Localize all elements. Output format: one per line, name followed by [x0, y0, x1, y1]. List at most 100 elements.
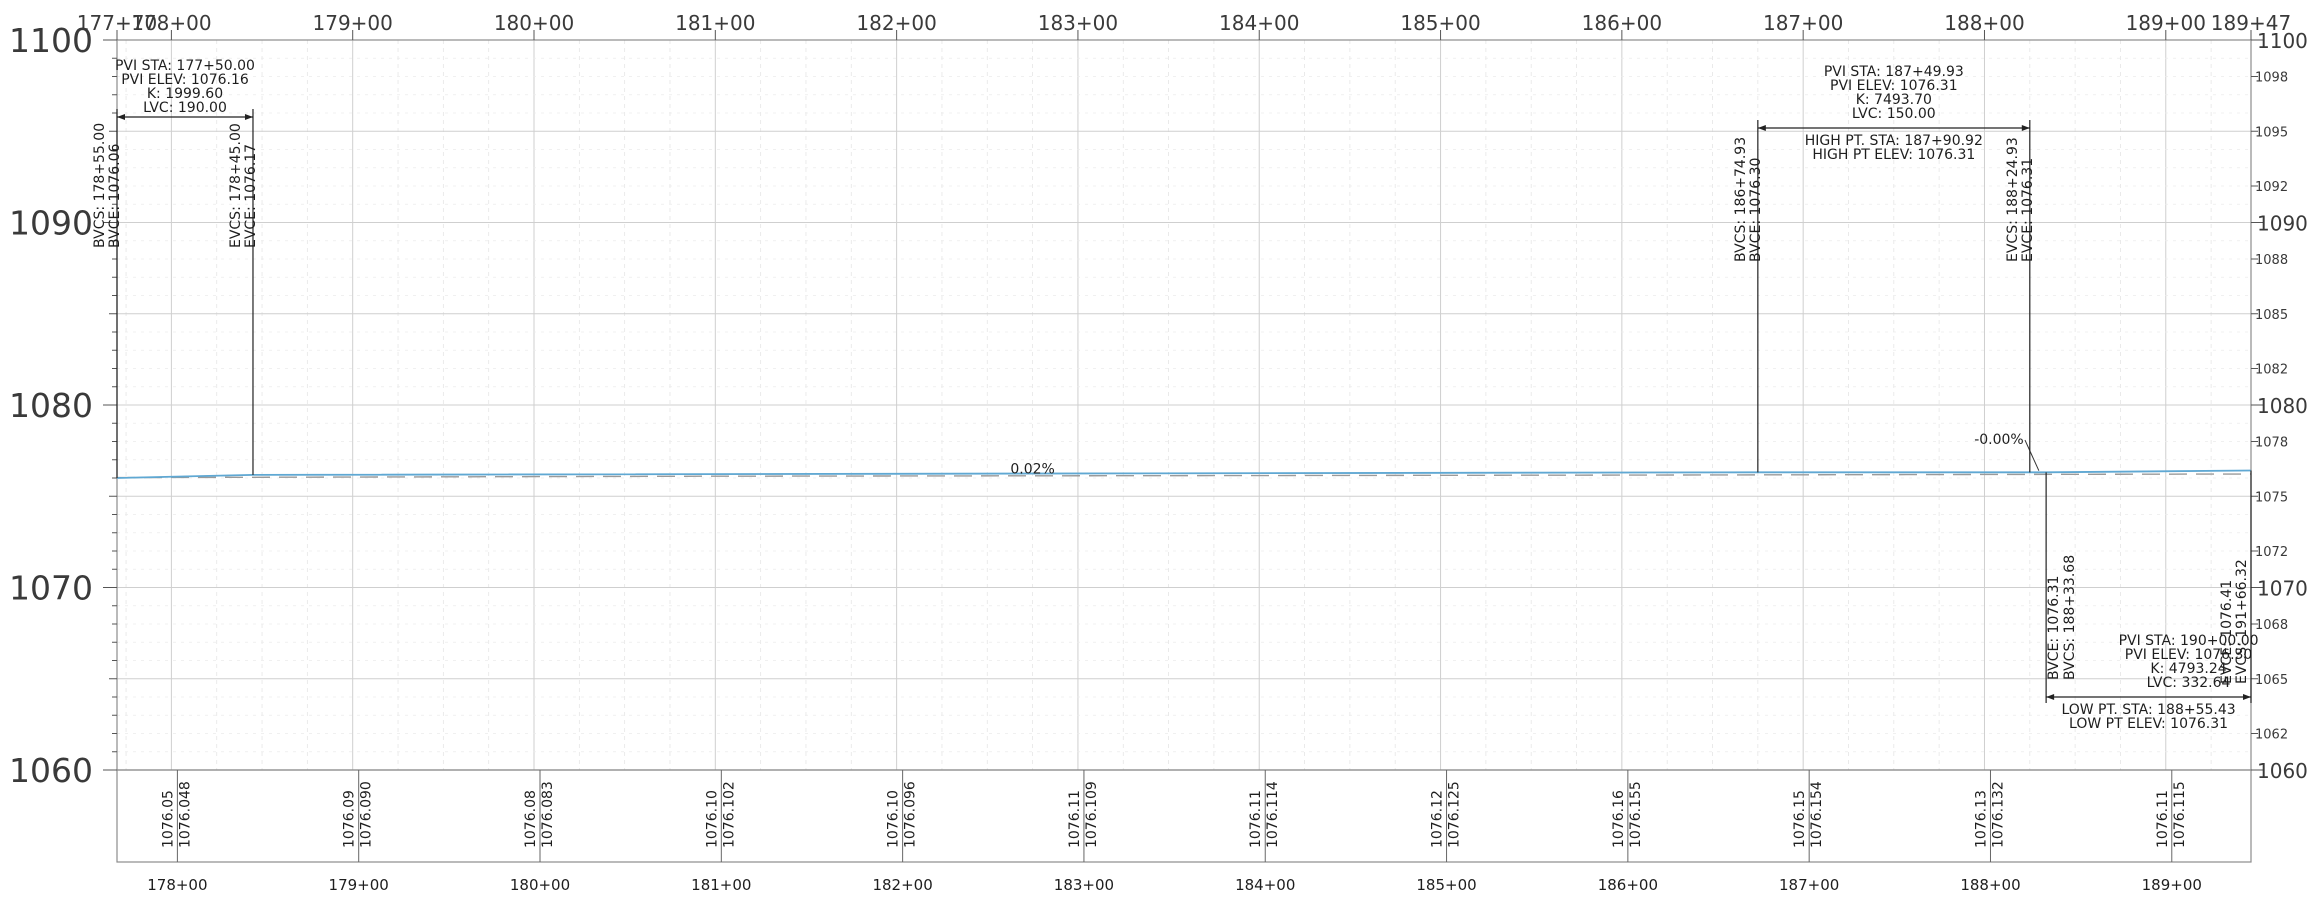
left-elevation-axis: 1100 1090 1080 1070 1060: [9, 21, 117, 790]
evc-station-label: EVCE: 1076.41: [2219, 580, 2235, 684]
right-elevation-label: 1065: [2255, 673, 2288, 688]
top-station-label: 189+47: [2211, 11, 2291, 35]
existing-ground-line: [116, 473, 2252, 479]
grade-labels: 0.02% -0.00%: [1010, 432, 2040, 477]
evc-station-label: EVCE: 1076.17: [243, 144, 259, 248]
curve-info-text: PVI ELEV: 1076.16: [121, 72, 249, 88]
existing-elevation-label: 1076.11: [1067, 790, 1083, 848]
existing-elevation-label: 1076.11: [2155, 790, 2171, 848]
existing-elevation-label: 1076.10: [704, 790, 720, 848]
proposed-elevation-label: 1076.132: [1990, 781, 2006, 848]
bvc-station-label: BVCE: 1076.06: [107, 143, 123, 248]
bottom-station-label: 188+00: [1960, 876, 2020, 894]
dimension-arrow: [2021, 125, 2030, 131]
bottom-station-label: 178+00: [147, 876, 207, 894]
grade-label: 0.02%: [1010, 461, 1054, 477]
left-elevation-label: 1090: [9, 204, 93, 243]
bottom-station-label: 179+00: [329, 876, 389, 894]
elevation-band-border: [116, 769, 2252, 863]
proposed-elevation-label: 1076.102: [721, 781, 737, 848]
bottom-station-label: 185+00: [1416, 876, 1476, 894]
bvc-station-label: BVCE: 1076.30: [1748, 158, 1764, 262]
existing-elevation-label: 1076.09: [342, 790, 358, 848]
grade-leader: [2024, 439, 2040, 471]
dimension-arrow: [117, 114, 125, 120]
existing-elevation-label: 1076.13: [1973, 790, 1989, 848]
proposed-elevation-label: 1076.090: [359, 781, 375, 848]
right-elevation-axis: 1100 1098 1095 1092 1090 1088 1085 1082 1080 1078…: [2251, 29, 2308, 783]
right-elevation-label: 1060: [2257, 759, 2308, 783]
top-station-label: 179+00: [313, 11, 393, 35]
proposed-elevation-label: 1076.154: [1809, 781, 1825, 848]
right-elevation-label: 1095: [2255, 125, 2288, 140]
top-station-label: 185+00: [1400, 11, 1480, 35]
curve-info-text: PVI STA: 187+49.93: [1824, 64, 1964, 80]
right-elevation-label: 1092: [2255, 180, 2288, 195]
top-station-label: 177+70: [77, 11, 157, 35]
dimension-arrow: [1757, 125, 1766, 131]
proposed-elevation-label: 1076.155: [1628, 781, 1644, 848]
right-elevation-label: 1098: [2255, 71, 2288, 86]
right-elevation-label: 1085: [2255, 308, 2288, 323]
curve-extreme-point-text: LOW PT. STA: 188+55.43: [2061, 702, 2235, 718]
grade-label: -0.00%: [1974, 432, 2024, 448]
existing-elevation-label: 1076.12: [1430, 790, 1446, 848]
top-station-label: 180+00: [494, 11, 574, 35]
proposed-elevation-label: 1076.083: [540, 781, 556, 848]
grid: [117, 40, 2251, 770]
curve-info-text: LVC: 150.00: [1852, 106, 1936, 122]
top-station-label: 181+00: [675, 11, 755, 35]
left-elevation-label: 1070: [9, 569, 93, 608]
left-elevation-label: 1080: [9, 386, 93, 425]
proposed-elevation-label: 1076.114: [1265, 781, 1281, 848]
top-station-label: 183+00: [1038, 11, 1118, 35]
curve-extreme-point-text: LOW PT ELEV: 1076.31: [2069, 716, 2228, 732]
bvc-station-label: BVCS: 178+55.00: [92, 123, 108, 248]
dimension-arrow: [2243, 694, 2251, 700]
top-station-label: 189+00: [2126, 11, 2206, 35]
bottom-station-label: 186+00: [1598, 876, 1658, 894]
bottom-station-label: 189+00: [2142, 876, 2202, 894]
curve-info-text: K: 7493.70: [1856, 92, 1932, 108]
evc-station-label: EVCS: 178+45.00: [228, 123, 244, 248]
proposed-elevation-label: 1076.096: [903, 781, 919, 848]
existing-elevation-label: 1076.16: [1611, 790, 1627, 848]
bottom-station-label: 180+00: [510, 876, 570, 894]
existing-elevation-label: 1076.05: [160, 790, 176, 848]
curve-info-text: K: 4793.24: [2150, 661, 2226, 677]
right-elevation-label: 1070: [2257, 577, 2308, 601]
right-elevation-label: 1100: [2257, 29, 2308, 53]
bottom-station-label: 181+00: [691, 876, 751, 894]
top-station-label: 182+00: [856, 11, 936, 35]
bottom-station-label: 183+00: [1054, 876, 1114, 894]
proposed-elevation-label: 1076.115: [2172, 781, 2188, 848]
right-elevation-label: 1072: [2255, 545, 2288, 560]
evc-station-label: EVCS: 188+24.93: [2005, 137, 2021, 262]
top-station-label: 187+00: [1763, 11, 1843, 35]
curve-info-text: PVI STA: 177+50.00: [115, 58, 255, 74]
proposed-elevation-label: 1076.109: [1084, 781, 1100, 848]
right-elevation-label: 1075: [2255, 490, 2288, 505]
curve-extreme-point-text: HIGH PT ELEV: 1076.31: [1812, 147, 1975, 163]
left-elevation-label: 1100: [9, 21, 93, 60]
curve-info-text: LVC: 332.64: [2147, 675, 2231, 691]
design-profile-polyline: [116, 469, 2252, 479]
curve-extreme-point-text: HIGH PT. STA: 187+90.92: [1805, 133, 1983, 149]
right-elevation-label: 1082: [2255, 363, 2288, 378]
bottom-station-label: 184+00: [1235, 876, 1295, 894]
curve-info-text: PVI ELEV: 1076.31: [1830, 78, 1958, 94]
curve-info-text: K: 1999.60: [147, 86, 223, 102]
evc-station-label: EVCS: 191+66.32: [2234, 559, 2250, 684]
dimension-arrow: [244, 114, 253, 120]
right-elevation-label: 1090: [2257, 212, 2308, 236]
top-station-label: 186+00: [1582, 11, 1662, 35]
existing-ground-polyline: [116, 473, 2252, 479]
proposed-elevation-label: 1076.125: [1447, 781, 1463, 848]
evc-station-label: EVCE: 1076.31: [2020, 158, 2036, 262]
